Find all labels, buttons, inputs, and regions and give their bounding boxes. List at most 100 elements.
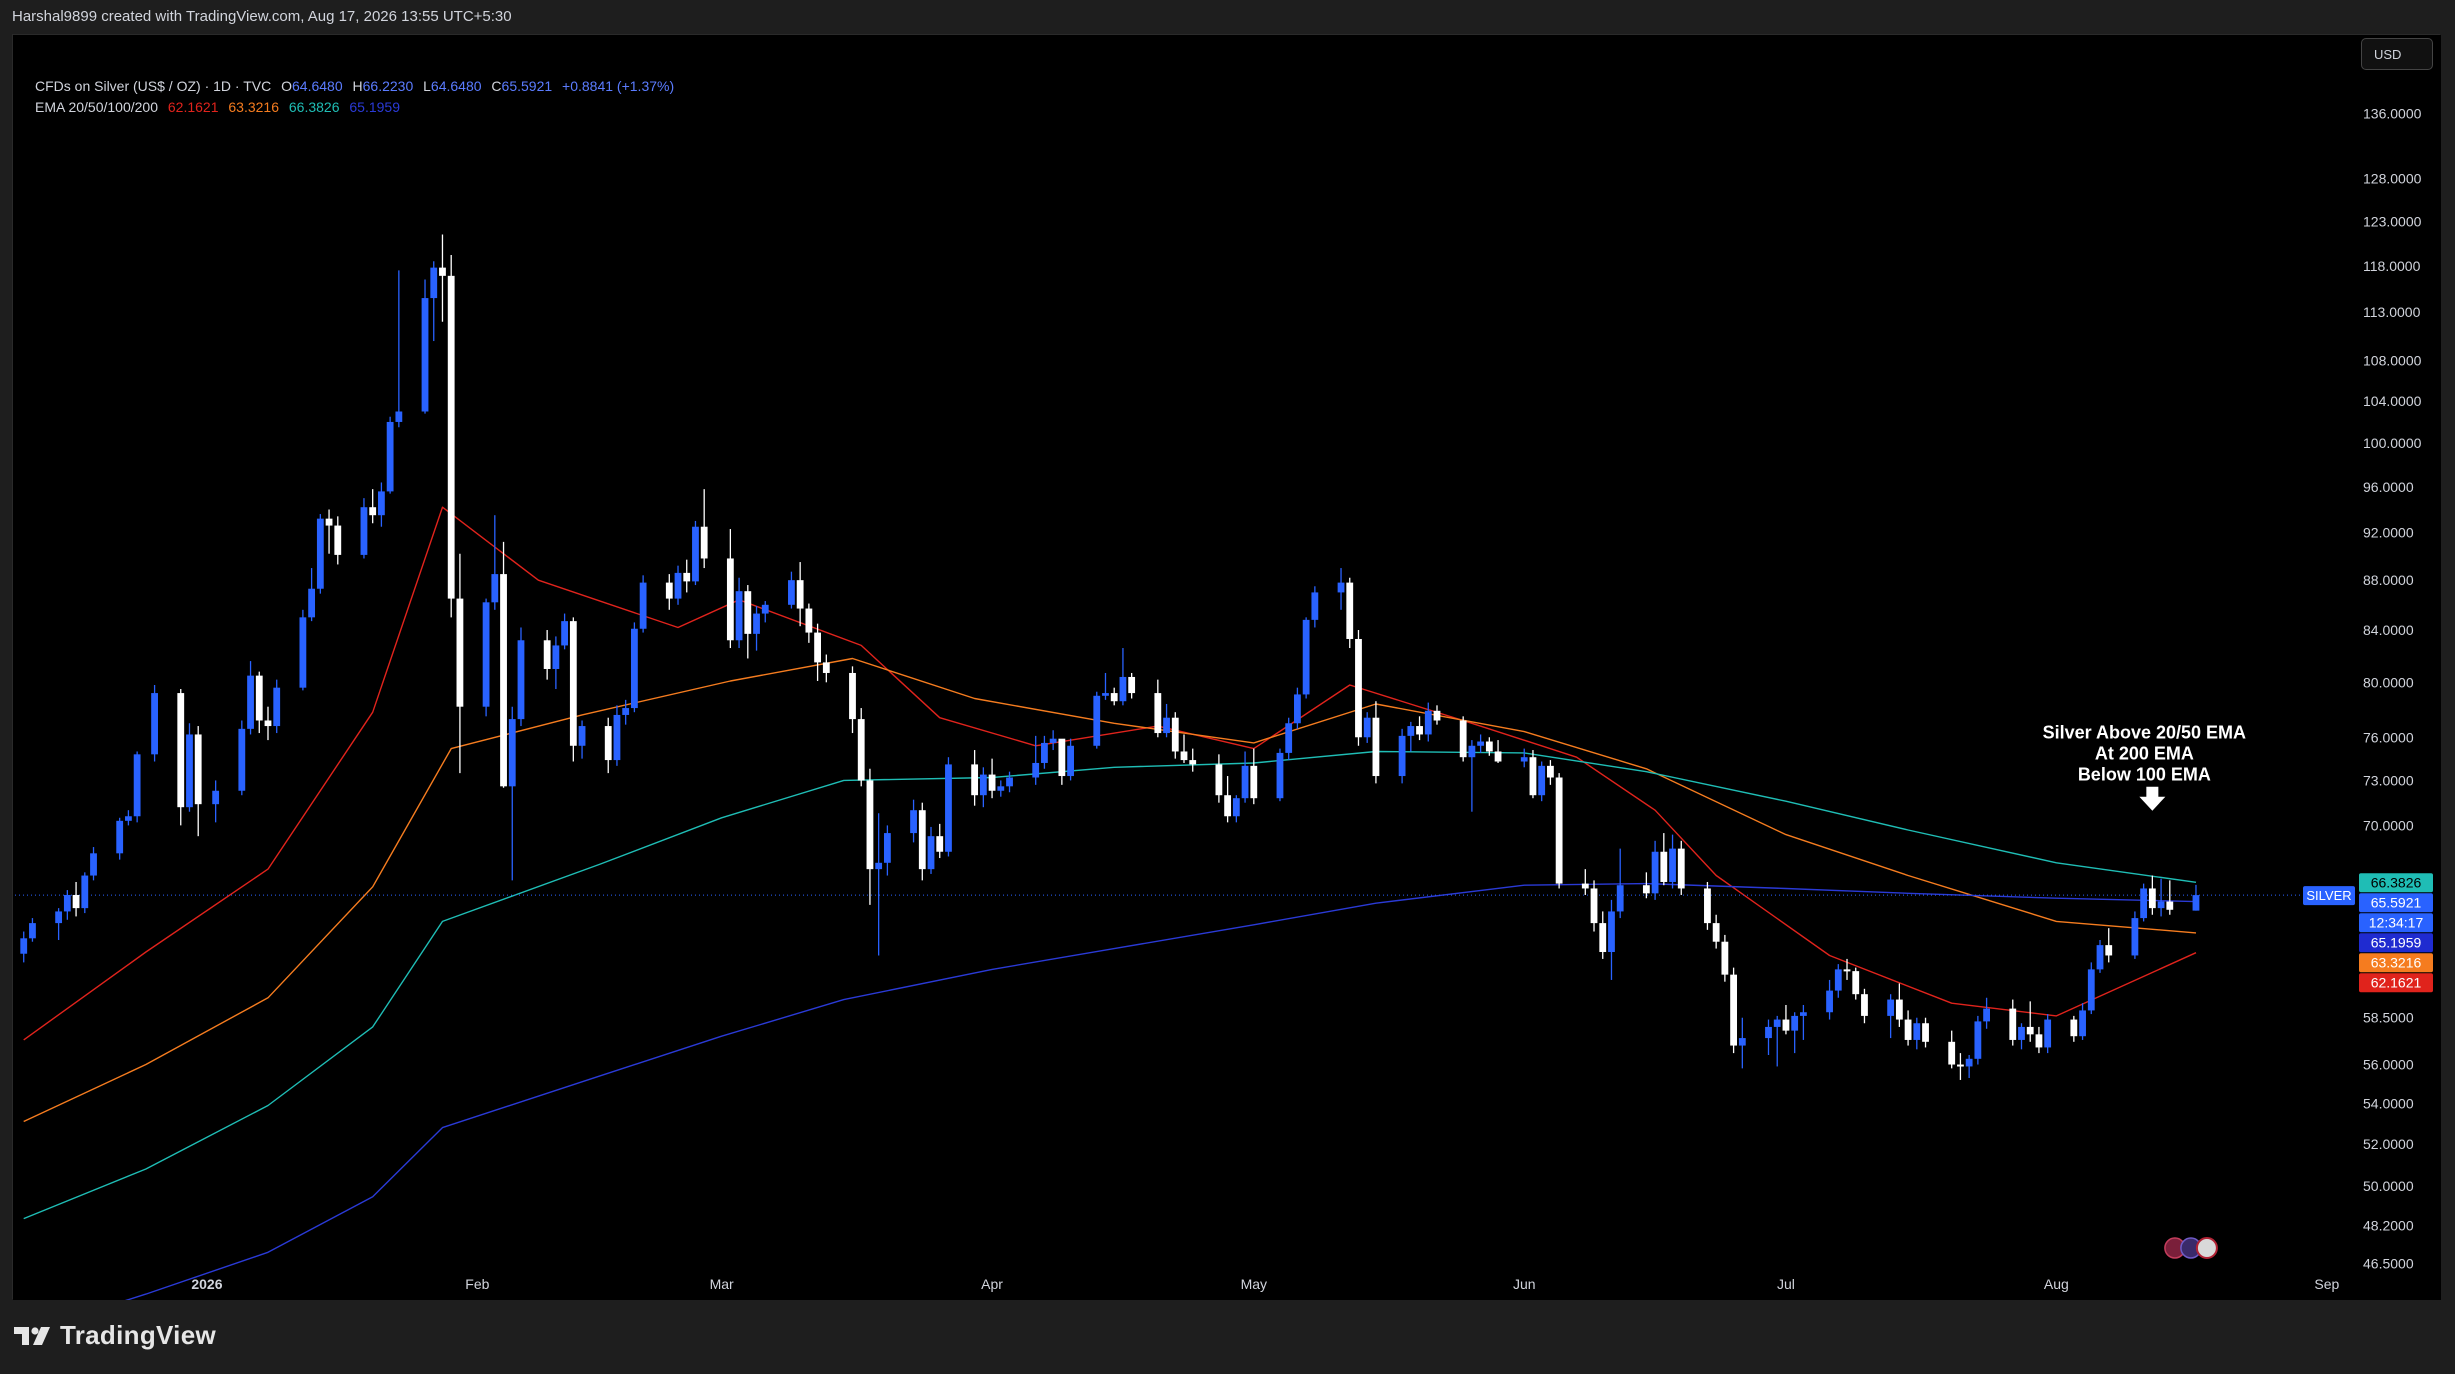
candle-body <box>1049 738 1057 743</box>
y-tick-label: 88.0000 <box>2363 572 2414 588</box>
candle-body <box>1285 723 1293 753</box>
candle-body <box>875 862 883 870</box>
ema50-price-label-bg <box>2359 953 2433 973</box>
candle-body <box>2070 1019 2078 1037</box>
close-label: C <box>491 78 502 94</box>
candle-body <box>1302 619 1310 695</box>
candle-body <box>2157 901 2165 909</box>
candle-body <box>1983 1008 1990 1022</box>
candle-body <box>805 608 813 633</box>
y-tick-label: 73.0000 <box>2363 772 2414 788</box>
candle-body <box>1311 592 1319 620</box>
y-tick-label: 108.0000 <box>2363 353 2422 369</box>
candle-body <box>1093 695 1101 746</box>
y-tick-label: 96.0000 <box>2363 479 2414 495</box>
candle-body <box>369 507 377 516</box>
candle-body <box>2087 969 2095 1011</box>
candle-body <box>2096 945 2104 970</box>
candle-body <box>604 726 612 761</box>
candle-body <box>421 298 429 412</box>
ema-title[interactable]: EMA 20/50/100/200 <box>35 99 158 115</box>
high-value: 66.2230 <box>362 78 414 94</box>
candle-body <box>927 836 935 870</box>
candle-body <box>194 734 202 805</box>
candle-body <box>1730 974 1738 1046</box>
y-tick-label: 76.0000 <box>2363 729 2414 745</box>
candle-body <box>255 675 263 721</box>
candle-body <box>857 719 865 781</box>
price-chart[interactable]: 136.0000 128.0000 123.0000 118.0000 113.0000… <box>13 35 2441 1300</box>
candle-body <box>1494 751 1502 762</box>
candle-body <box>883 833 891 863</box>
candle-body <box>569 621 577 746</box>
x-tick-label: Jun <box>1513 1276 1536 1292</box>
candle-body <box>2192 895 2200 911</box>
chart-panel[interactable]: 136.0000 128.0000 123.0000 118.0000 113.0000… <box>12 34 2441 1300</box>
candle-body <box>1773 1019 1781 1027</box>
candle-body <box>1834 969 1842 991</box>
candle-body <box>29 923 36 939</box>
candle-body <box>1154 693 1162 734</box>
candle-body <box>2009 1008 2017 1040</box>
ema100-price-label-bg <box>2359 873 2433 893</box>
candle-body <box>1041 742 1048 763</box>
candle-body <box>918 810 926 870</box>
candle-body <box>700 526 708 559</box>
candle-body <box>238 728 246 791</box>
y-tick-label: 113.0000 <box>2363 304 2421 320</box>
candle-body <box>378 491 385 516</box>
candle-body <box>1433 710 1441 721</box>
candle-body <box>561 621 569 646</box>
candle-body <box>1520 757 1528 762</box>
candle-body <box>761 604 769 614</box>
candle-body <box>2079 1010 2086 1037</box>
tradingview-wordmark: TradingView <box>60 1320 216 1350</box>
candle-body <box>2148 888 2156 909</box>
symbol-title[interactable]: CFDs on Silver (US$ / OZ) · 1D · TVC <box>35 78 272 94</box>
x-tick-label: May <box>1241 1276 1267 1292</box>
candle-body <box>1555 777 1563 884</box>
close-value: 65.5921 <box>501 78 553 94</box>
candle-body <box>1416 726 1423 735</box>
candle-body <box>2035 1034 2043 1048</box>
candle-body <box>1119 676 1127 702</box>
ema20-price-label-bg <box>2359 973 2433 993</box>
ema100-line <box>23 750 2197 1220</box>
candle-body <box>971 764 979 796</box>
tradingview-logo[interactable]: TradingView <box>14 1320 216 1351</box>
currency-button[interactable]: USD <box>2361 38 2433 70</box>
candle-body <box>186 734 193 808</box>
x-tick-label: 2026 <box>191 1276 222 1292</box>
candle-body <box>2140 888 2148 919</box>
candle-body <box>849 672 856 720</box>
candle-body <box>997 786 1005 791</box>
candle-body <box>2131 918 2139 956</box>
candle-body <box>500 574 507 787</box>
candle-body <box>622 708 630 715</box>
annotation-text: Below 100 EMA <box>2078 765 2211 785</box>
candle-body <box>692 526 699 582</box>
ema-legend[interactable]: EMA 20/50/100/200 62.1621 63.3216 66.382… <box>35 99 406 115</box>
candle-body <box>20 938 28 954</box>
candle-body <box>325 518 333 526</box>
symbol-legend[interactable]: CFDs on Silver (US$ / OZ) · 1D · TVC O64… <box>35 78 680 94</box>
candle-body <box>1669 848 1676 882</box>
candle-body <box>1215 764 1223 796</box>
y-tick-label: 70.0000 <box>2363 817 2414 833</box>
candle-body <box>1372 717 1380 777</box>
y-tick-label: 118.0000 <box>2363 258 2421 274</box>
candle-body <box>1651 851 1659 894</box>
candle-body <box>125 816 132 821</box>
candle-body <box>1922 1023 1929 1042</box>
candle-body <box>1581 883 1589 889</box>
candle-body <box>936 836 944 852</box>
candle-body <box>212 790 220 805</box>
candle-body <box>1424 710 1432 735</box>
candle-body <box>81 875 89 909</box>
candle-body <box>1163 717 1170 734</box>
candle-body <box>1529 757 1537 796</box>
candle-body <box>491 574 499 603</box>
candle-body <box>430 267 438 299</box>
candle-body <box>1861 994 1868 1016</box>
candle-body <box>395 411 403 422</box>
